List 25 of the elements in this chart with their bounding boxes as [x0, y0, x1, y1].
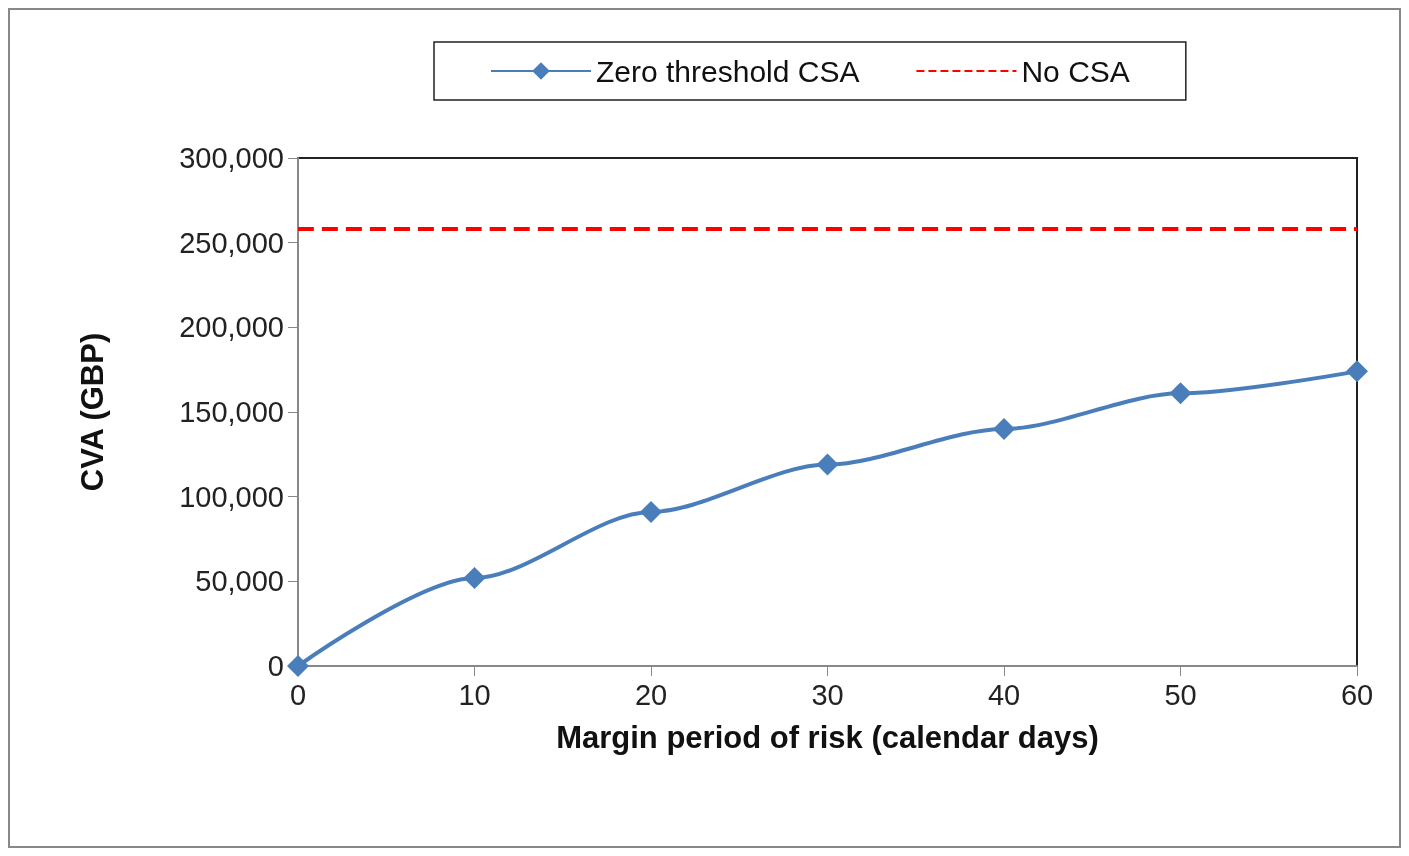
x-tick-label: 10: [458, 678, 491, 711]
x-tick-label: 60: [1340, 678, 1374, 711]
point: [1169, 382, 1192, 405]
y-tick-label: 300,000: [179, 142, 284, 174]
point: [463, 566, 486, 589]
y-tick-label: 200,000: [179, 311, 284, 344]
point: [1346, 360, 1368, 383]
x-tick-label: 50: [1164, 678, 1197, 711]
x-tick-label: 0: [289, 678, 307, 711]
y-tick-label: 50,000: [195, 565, 284, 598]
legend-label: Zero threshold CSA: [596, 54, 860, 88]
point: [640, 500, 662, 523]
x-tick-label: 40: [987, 678, 1021, 711]
x-axis-title: Margin period of risk (calendar days): [556, 720, 1099, 755]
point: [287, 655, 309, 677]
y-tick-label: 250,000: [179, 226, 284, 259]
point: [993, 417, 1015, 440]
y-tick-label: 0: [267, 650, 284, 682]
y-tick-label: 150,000: [179, 396, 284, 428]
x-tick-label: 20: [634, 678, 668, 711]
point: [816, 453, 839, 476]
y-tick-label: 100,000: [179, 480, 284, 513]
x-tick-label: 30: [811, 678, 844, 711]
y-axis-title: CVA (GBP): [75, 332, 110, 492]
legend-label: No CSA: [1021, 54, 1130, 88]
